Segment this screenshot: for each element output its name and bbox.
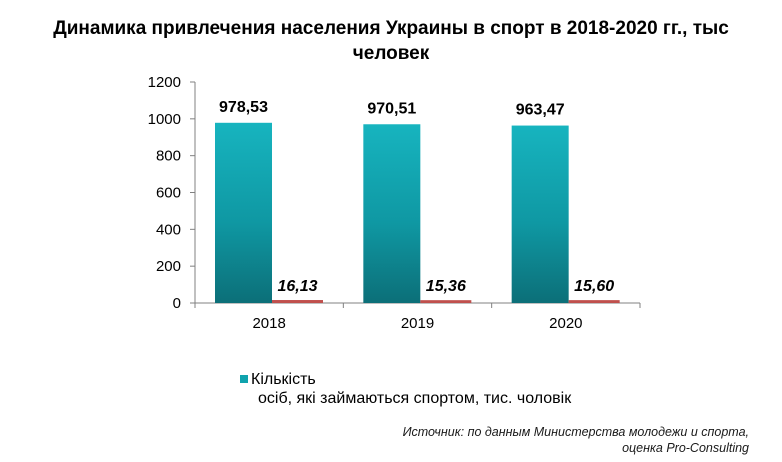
legend-label-line-1: Кількість [251,371,316,388]
data-label-secondary: 16,13 [277,278,317,295]
bar-secondary [272,300,323,303]
source-note: Источник: по данным Министерства молодеж… [403,424,749,456]
legend-label-line-2: осіб, які займаються спортом, тис. чолов… [258,390,572,407]
data-label-secondary: 15,60 [574,278,614,295]
data-label-main: 970,51 [367,100,416,117]
bar-main [215,122,272,304]
y-tick-label: 800 [156,148,181,165]
y-tick-label: 1000 [148,111,181,128]
data-label-main: 963,47 [516,102,565,119]
chart-title-line-2: человек [352,43,430,64]
y-tick-label: 0 [173,295,181,312]
bar-secondary [420,300,472,303]
chart-title: Динамика привлечения населения Украины в… [0,16,782,66]
source-note-line-2: оценка Pro-Consulting [622,441,749,455]
x-category-label: 2018 [252,315,285,332]
y-tick-label: 1200 [148,74,181,91]
data-label-secondary: 15,36 [426,278,466,295]
source-note-line-1: Источник: по данным Министерства молодеж… [402,425,749,439]
data-label-main: 978,53 [219,99,268,116]
chart-title-line-1: Динамика привлечения населения Украины в… [53,18,729,39]
bar-main [511,125,569,303]
chart-legend: Кількість осіб, які займаються спортом, … [240,370,571,408]
y-tick-label: 600 [156,185,181,202]
x-category-label: 2019 [401,315,434,332]
legend-swatch [240,375,248,383]
bar-secondary [568,300,620,303]
bar-main [363,124,421,304]
x-category-label: 2020 [549,315,582,332]
y-tick-label: 200 [156,258,181,275]
y-tick-label: 400 [156,221,181,238]
